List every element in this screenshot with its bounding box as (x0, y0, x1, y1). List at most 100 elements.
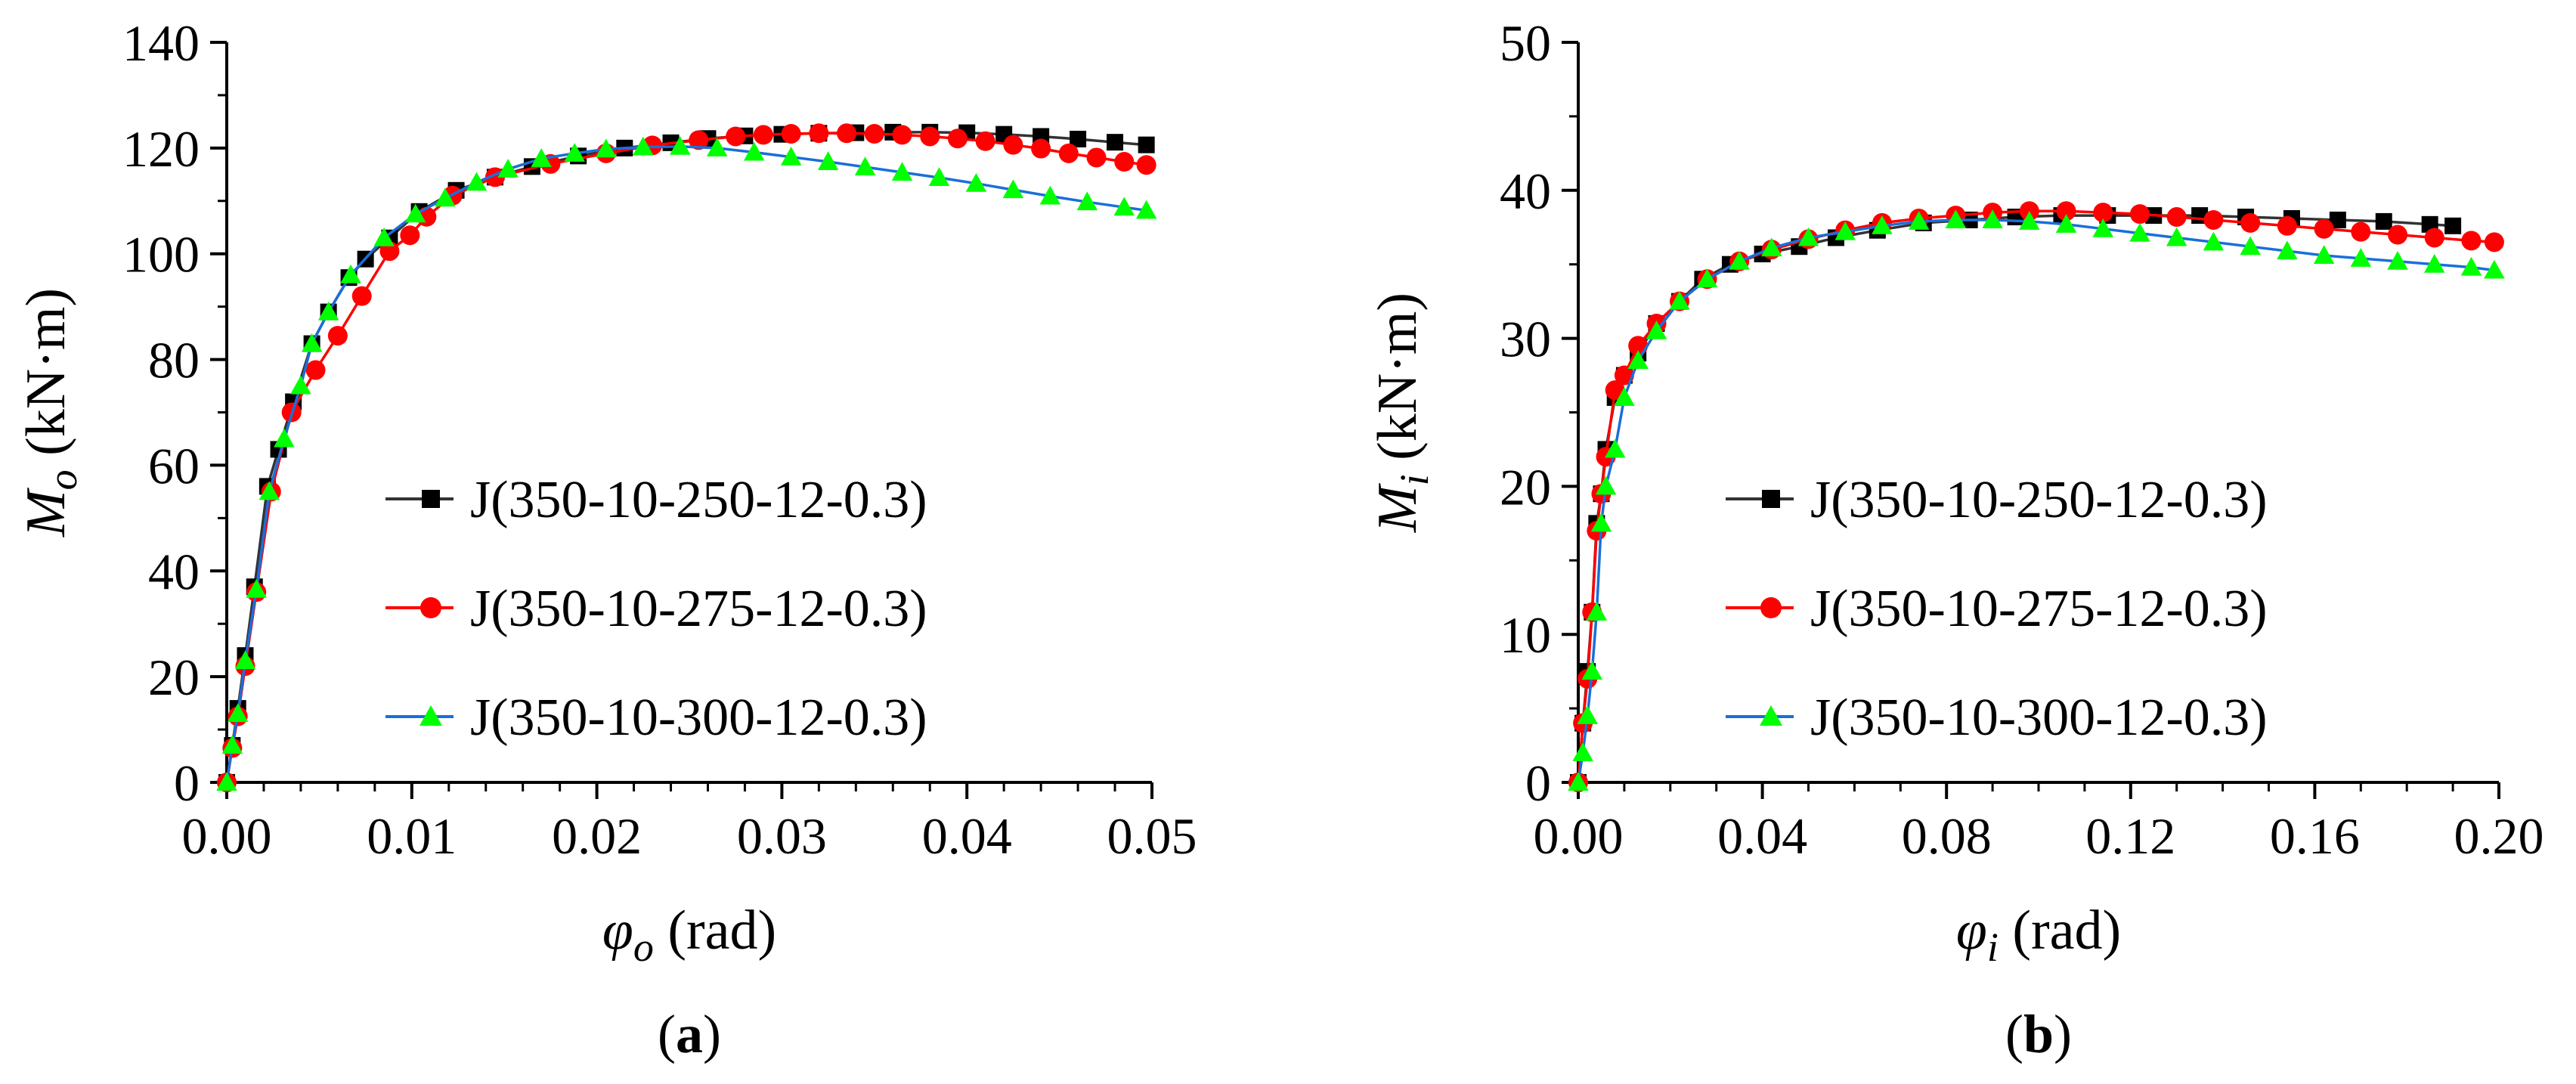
x-axis-title: φo (rad) (602, 900, 776, 970)
data-point (2444, 217, 2462, 234)
data-point (1107, 134, 1124, 151)
data-point (920, 126, 940, 147)
data-point (373, 227, 395, 246)
y-tick-label: 100 (122, 226, 200, 283)
data-point (351, 286, 372, 306)
data-point (809, 123, 829, 144)
x-tick-label: 0.16 (2270, 807, 2360, 865)
data-point (633, 136, 654, 156)
data-point (670, 136, 691, 155)
data-point (1058, 143, 1079, 163)
data-point (1982, 209, 2003, 228)
data-point (1076, 191, 1098, 211)
data-point (1577, 705, 1598, 724)
data-point (2203, 231, 2225, 251)
data-point (1572, 742, 1593, 761)
data-point (1138, 136, 1155, 153)
data-point (2314, 218, 2334, 239)
data-point (274, 428, 295, 448)
data-point (817, 151, 839, 171)
y-tick-label: 0 (174, 754, 200, 812)
data-point (2484, 259, 2505, 279)
data-point (1039, 185, 1061, 205)
x-tick-label: 0.20 (2454, 807, 2544, 865)
data-point (400, 225, 420, 246)
data-point (1696, 268, 1718, 288)
data-point (864, 123, 884, 144)
data-point (1761, 237, 1782, 257)
x-tick-label: 0.04 (1717, 807, 1807, 865)
y-tick-label: 140 (122, 14, 200, 72)
data-point (2461, 231, 2482, 251)
data-point (2093, 203, 2113, 223)
legend-label: J(350-10-300-12-0.3) (1810, 689, 2268, 747)
data-point (2056, 201, 2076, 221)
x-tick-label: 0.08 (1902, 807, 1992, 865)
data-point (301, 333, 323, 352)
data-point (234, 650, 256, 670)
data-point (2329, 211, 2346, 228)
legend-marker (420, 597, 441, 618)
data-point (305, 360, 326, 380)
data-point (317, 301, 339, 321)
x-tick-label: 0.05 (1107, 807, 1197, 865)
data-point (246, 579, 267, 598)
data-point (1113, 197, 1135, 216)
data-point (1604, 438, 1626, 458)
data-point (327, 326, 348, 346)
data-point (2203, 209, 2224, 230)
x-tick-label: 0.00 (182, 807, 272, 865)
legend-marker (1760, 705, 1782, 726)
legend-label: J(350-10-250-12-0.3) (1810, 471, 2268, 529)
data-point (975, 131, 995, 151)
data-point (1595, 475, 1617, 495)
data-point (466, 172, 488, 191)
data-point (706, 138, 728, 156)
data-point (2129, 204, 2150, 225)
data-point (1614, 387, 1635, 406)
data-point (891, 162, 913, 181)
data-point (1627, 350, 1649, 369)
data-point (1797, 227, 1819, 246)
data-point (1031, 138, 1051, 159)
data-point (1908, 211, 1930, 230)
data-point (1834, 221, 1856, 240)
data-point (1614, 365, 1634, 386)
legend-marker (420, 705, 442, 726)
data-point (753, 125, 773, 145)
data-point (2423, 253, 2445, 273)
data-point (965, 172, 987, 192)
data-point (837, 123, 857, 144)
data-point (1581, 661, 1603, 680)
data-point (2277, 240, 2298, 260)
data-point (689, 130, 709, 150)
y-tick-label: 50 (1500, 14, 1551, 72)
x-axis-title: φi (rad) (1956, 900, 2121, 970)
panel-a: 0.00 0.01 0.02 0.03 0.04 0.05 0 20 40 60 80 100 120 1… (15, 14, 1197, 1064)
y-tick-label: 0 (1525, 754, 1551, 812)
data-point (1945, 209, 1967, 228)
data-point (1729, 251, 1750, 270)
legend-label: J(350-10-300-12-0.3) (470, 689, 927, 747)
panel-label: (b) (2005, 1004, 2072, 1064)
y-axis-title: Mi (kN·m) (1367, 293, 1437, 533)
data-point (1646, 321, 1667, 339)
data-point (2375, 212, 2392, 230)
data-point (435, 187, 456, 207)
data-point (404, 203, 426, 223)
data-point (2240, 236, 2261, 256)
data-point (259, 481, 280, 500)
panel-b: 0.00 0.04 0.08 0.12 0.16 0.20 0 10 20 30 40 50 J(350… (1367, 14, 2544, 1064)
data-point (2460, 256, 2482, 276)
x-tick-label: 0.04 (922, 807, 1012, 865)
legend: J(350-10-250-12-0.3) J(350-10-275-12-0.3)… (1726, 471, 2268, 747)
data-point (2166, 227, 2187, 246)
data-point (1135, 200, 1157, 219)
data-point (221, 735, 243, 754)
data-point (2129, 222, 2150, 242)
data-point (2019, 211, 2040, 230)
series-line (225, 132, 1147, 783)
data-point (743, 141, 765, 161)
